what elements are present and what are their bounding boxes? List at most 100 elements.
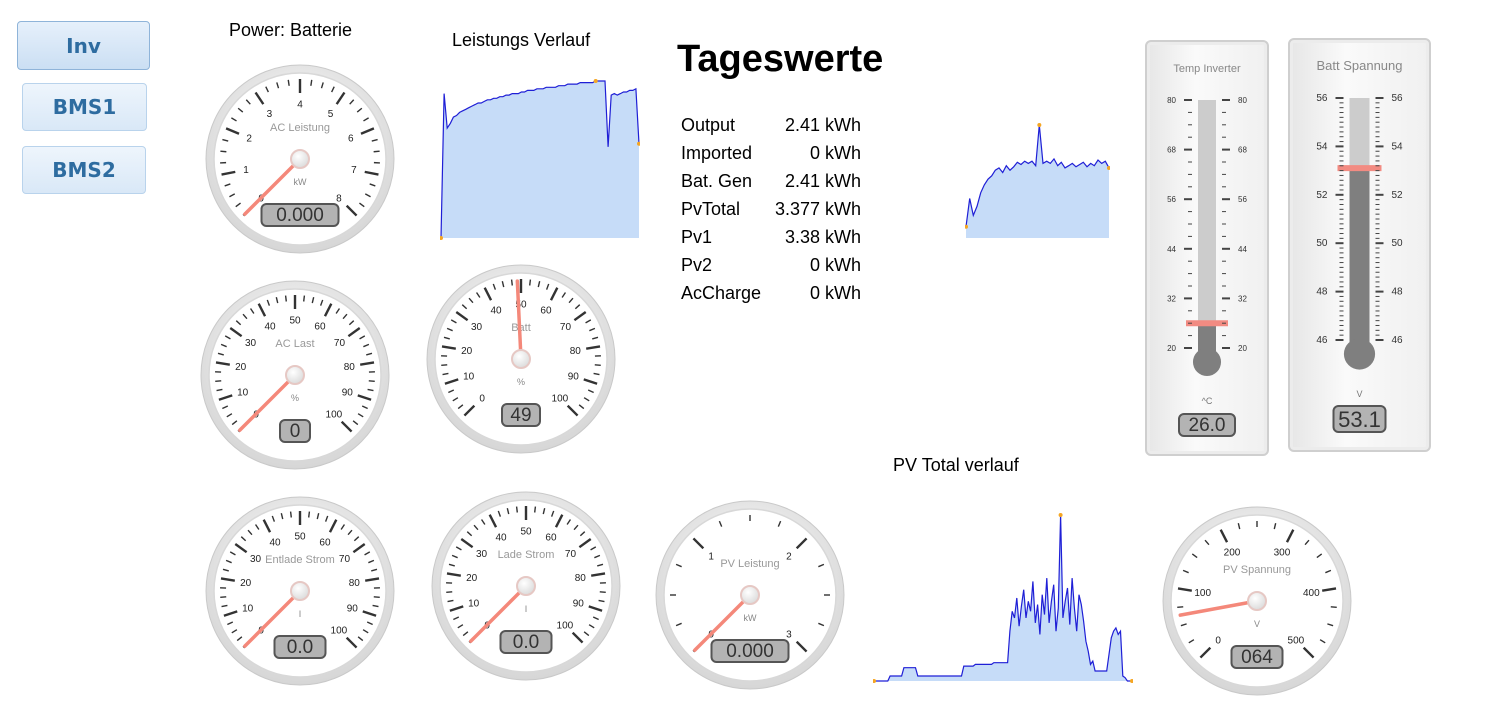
minor-tick — [352, 420, 359, 426]
major-tick — [571, 631, 584, 644]
tick-label: 5 — [328, 109, 334, 120]
minor-tick — [777, 520, 782, 527]
tick-label: 500 — [1288, 635, 1305, 646]
thermometer-title: Batt Spannung — [1316, 58, 1402, 73]
tick-label: 60 — [314, 321, 326, 332]
tick-label: 3 — [267, 109, 273, 120]
tick-label: 40 — [269, 537, 281, 548]
minor-tick — [598, 599, 605, 603]
tick-label: 20 — [1238, 344, 1247, 353]
tick-label: 60 — [545, 532, 557, 543]
major-tick — [795, 537, 808, 550]
tageswerte-table: Output 2.41 kWh Imported 0 kWh Bat. Gen 2.4… — [681, 111, 861, 307]
gauge-title: PV Leistung — [720, 558, 779, 570]
tageswerte-row: Bat. Gen 2.41 kWh — [681, 167, 861, 195]
major-tick — [1285, 529, 1295, 543]
row-label: AcCharge — [681, 282, 762, 303]
nav-button-inv[interactable]: Inv — [17, 21, 150, 70]
minor-tick — [515, 506, 518, 513]
tick-label: 1 — [708, 552, 714, 563]
minor-tick — [363, 117, 369, 122]
tick-label: 68 — [1167, 146, 1176, 155]
minor-tick — [369, 183, 376, 187]
tageswerte-row: PvTotal 3.377 kWh — [681, 195, 861, 223]
tick-label: 2 — [786, 552, 792, 563]
minor-tick — [222, 568, 229, 572]
minor-tick — [235, 320, 242, 326]
major-tick — [1219, 529, 1229, 543]
tick-label: 44 — [1238, 245, 1247, 254]
gauge-unit: I — [299, 609, 302, 619]
gauge-needle — [469, 584, 528, 643]
gauge-needle — [1178, 599, 1259, 617]
tick-label: 8 — [336, 193, 342, 204]
minor-tick — [224, 183, 231, 187]
major-tick — [360, 127, 375, 135]
nav-button-bms1[interactable]: BMS1 — [22, 83, 147, 131]
tick-label: 70 — [334, 338, 346, 349]
tick-label: 400 — [1303, 588, 1320, 599]
major-tick — [1302, 646, 1315, 659]
major-tick — [795, 640, 808, 653]
minor-tick — [359, 335, 366, 340]
major-tick — [352, 543, 366, 554]
minor-tick — [224, 335, 231, 340]
minor-tick — [593, 372, 600, 376]
minor-tick — [342, 313, 348, 320]
thermometer-lcd — [1178, 413, 1236, 437]
tick-label: 80 — [570, 346, 582, 357]
gauge-needle — [243, 157, 302, 216]
gauge-pv-spannung: 0 100 200 300 400 500 PV Spannung V 064 — [1162, 506, 1352, 696]
major-tick — [463, 404, 476, 417]
minor-tick — [289, 511, 292, 518]
minor-tick — [453, 616, 460, 621]
minor-tick — [373, 150, 380, 153]
major-tick — [364, 170, 379, 176]
tick-label: 2 — [246, 133, 252, 144]
major-tick — [345, 636, 358, 649]
gauge-lcd-value: 0.0 — [513, 632, 539, 653]
minor-tick — [480, 519, 486, 525]
power-caption: Power: Batterie — [229, 20, 353, 40]
nav-button-bms2[interactable]: BMS2 — [22, 146, 146, 194]
major-tick — [1177, 587, 1193, 592]
thermometer-fill — [1349, 168, 1370, 350]
minor-tick — [364, 551, 371, 556]
minor-tick — [240, 536, 247, 542]
tick-label: 1 — [243, 165, 249, 176]
minor-tick — [1325, 569, 1332, 574]
major-tick — [362, 610, 377, 617]
tick-label: 30 — [471, 322, 483, 333]
area-chart-svg — [439, 79, 641, 240]
minor-tick — [284, 295, 287, 302]
gauge-hub — [511, 349, 531, 369]
chart-kleiner-verlauf — [964, 122, 1111, 240]
minor-tick — [371, 568, 378, 572]
major-tick — [215, 361, 231, 366]
minor-tick — [1304, 539, 1310, 546]
tick-label: 100 — [552, 393, 569, 404]
major-tick — [335, 91, 346, 105]
major-tick — [566, 404, 579, 417]
tick-label: 100 — [557, 620, 574, 631]
data-point-marker — [1130, 679, 1134, 683]
minor-tick — [462, 631, 469, 637]
tick-label: 3 — [786, 629, 792, 640]
row-label: PvTotal — [681, 198, 741, 219]
tick-label: 52 — [1316, 190, 1328, 201]
minor-tick — [362, 629, 369, 634]
minor-tick — [534, 506, 537, 513]
major-tick — [460, 538, 474, 549]
minor-tick — [287, 79, 290, 86]
major-tick — [357, 394, 372, 401]
minor-tick — [340, 524, 346, 530]
gauge-unit: kW — [744, 613, 758, 623]
minor-tick — [235, 202, 241, 208]
tick-label: 32 — [1238, 294, 1247, 303]
major-tick — [347, 327, 361, 338]
row-value: 0 kWh — [810, 142, 862, 163]
major-tick — [449, 605, 464, 612]
minor-tick — [818, 622, 825, 627]
